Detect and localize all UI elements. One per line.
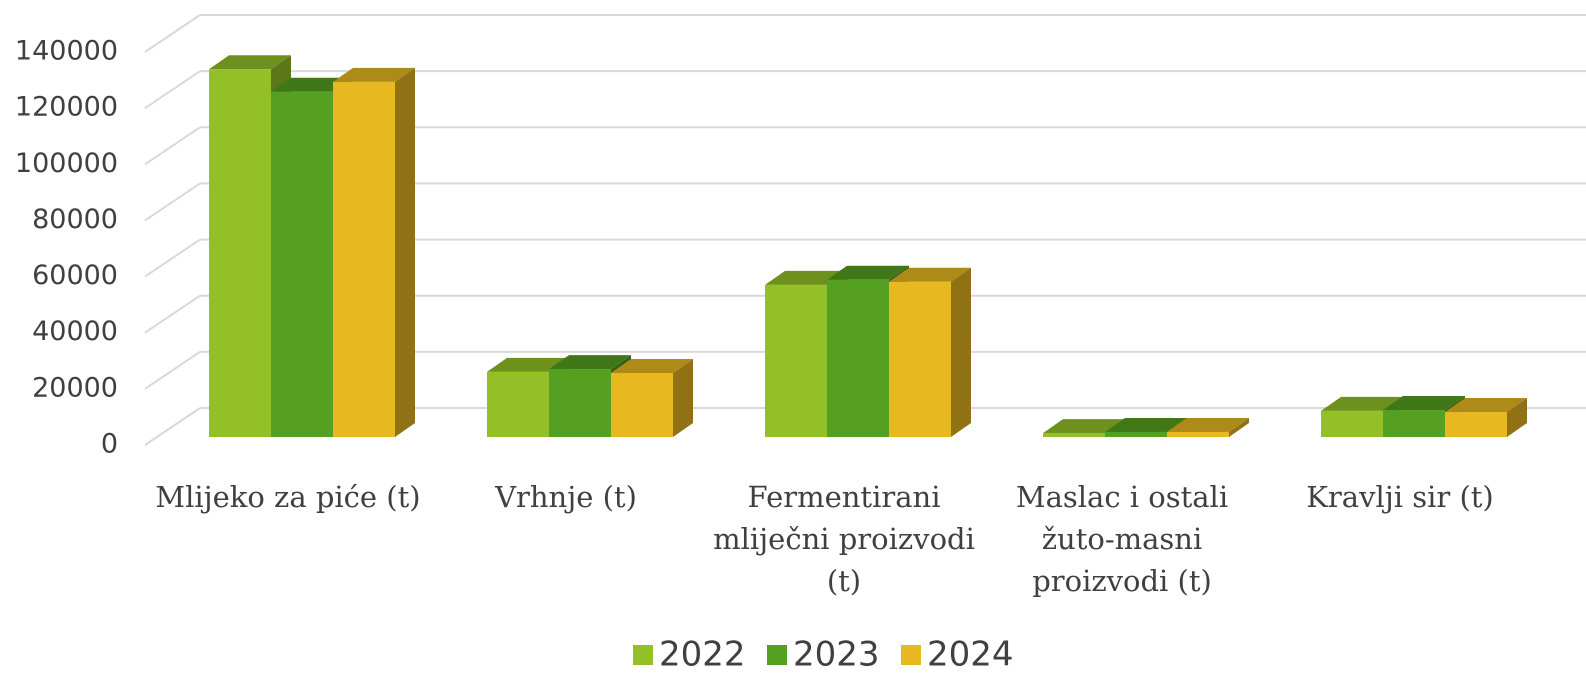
bar-top: [611, 358, 693, 373]
bar: [611, 358, 693, 437]
grid-line-diagonal: [144, 14, 201, 53]
bar-front: [487, 371, 549, 437]
legend-swatch: [633, 645, 653, 665]
y-tick-label: 60000: [32, 260, 118, 291]
bar-front: [765, 284, 827, 437]
bar: [333, 67, 415, 438]
grid-line-diagonal: [144, 238, 201, 278]
bar-top: [1043, 419, 1125, 434]
bar-side: [673, 358, 693, 437]
y-tick-label: 80000: [32, 204, 118, 235]
bar-front: [827, 279, 889, 437]
bar-top: [1105, 417, 1187, 432]
bar-front: [889, 281, 951, 437]
grid-line-diagonal: [144, 351, 201, 390]
bar-top: [333, 67, 415, 82]
legend-label: 2023: [793, 635, 880, 675]
grid-line-diagonal: [144, 70, 201, 109]
y-tick-label: 40000: [32, 316, 118, 347]
x-tick-label: Vrhnje (t): [495, 480, 637, 514]
bar-front: [209, 69, 271, 437]
grid-line-diagonal: [144, 407, 201, 446]
x-tick-label: Fermentirani mliječni proizvodi (t): [713, 480, 975, 598]
bar-side: [951, 267, 971, 437]
bar: [889, 267, 971, 437]
grid-line-diagonal: [144, 182, 201, 222]
y-tick-label: 140000: [15, 36, 118, 67]
y-tick-label: 20000: [32, 372, 118, 403]
bar-top: [765, 270, 847, 285]
legend-swatch: [767, 645, 787, 665]
bar-front: [611, 372, 673, 437]
bar: [1321, 396, 1403, 437]
bar-top: [827, 265, 909, 280]
bar-front: [1321, 410, 1383, 437]
bar-top: [889, 267, 971, 282]
bar-side: [1229, 417, 1249, 437]
x-tick-label: Mlijeko za piće (t): [155, 480, 421, 514]
bar-front: [271, 91, 333, 437]
bar: [1167, 417, 1249, 437]
y-tick-label: 100000: [15, 148, 118, 179]
bar-front: [1445, 412, 1507, 437]
bar-top: [209, 55, 291, 70]
bar-front: [1105, 431, 1167, 437]
bar-top: [487, 357, 569, 372]
legend-label: 2022: [659, 635, 746, 675]
grid-line-diagonal: [144, 126, 201, 166]
legend-swatch: [901, 645, 921, 665]
bar-front: [549, 369, 611, 437]
bar-front: [333, 81, 395, 438]
grid-line-diagonal: [144, 294, 201, 334]
bar: [1445, 398, 1527, 437]
bar-top: [1321, 396, 1403, 411]
x-tick-label: Maslac i ostali žuto-masni proizvodi (t): [1015, 480, 1229, 598]
bar-top: [1445, 398, 1527, 413]
bar-top: [1167, 417, 1249, 432]
legend-label: 2024: [927, 635, 1014, 675]
x-tick-label: Kravlji sir (t): [1306, 480, 1494, 514]
bar-side: [1507, 398, 1527, 437]
bar-front: [1167, 431, 1229, 437]
bar-top: [271, 77, 353, 92]
bar-front: [1383, 410, 1445, 437]
bar-top: [549, 355, 631, 370]
y-tick-label: 120000: [15, 92, 118, 123]
bar-top: [1383, 396, 1465, 411]
bar-front: [1043, 433, 1105, 437]
bar-side: [395, 67, 415, 438]
y-tick-label: 0: [101, 429, 118, 460]
